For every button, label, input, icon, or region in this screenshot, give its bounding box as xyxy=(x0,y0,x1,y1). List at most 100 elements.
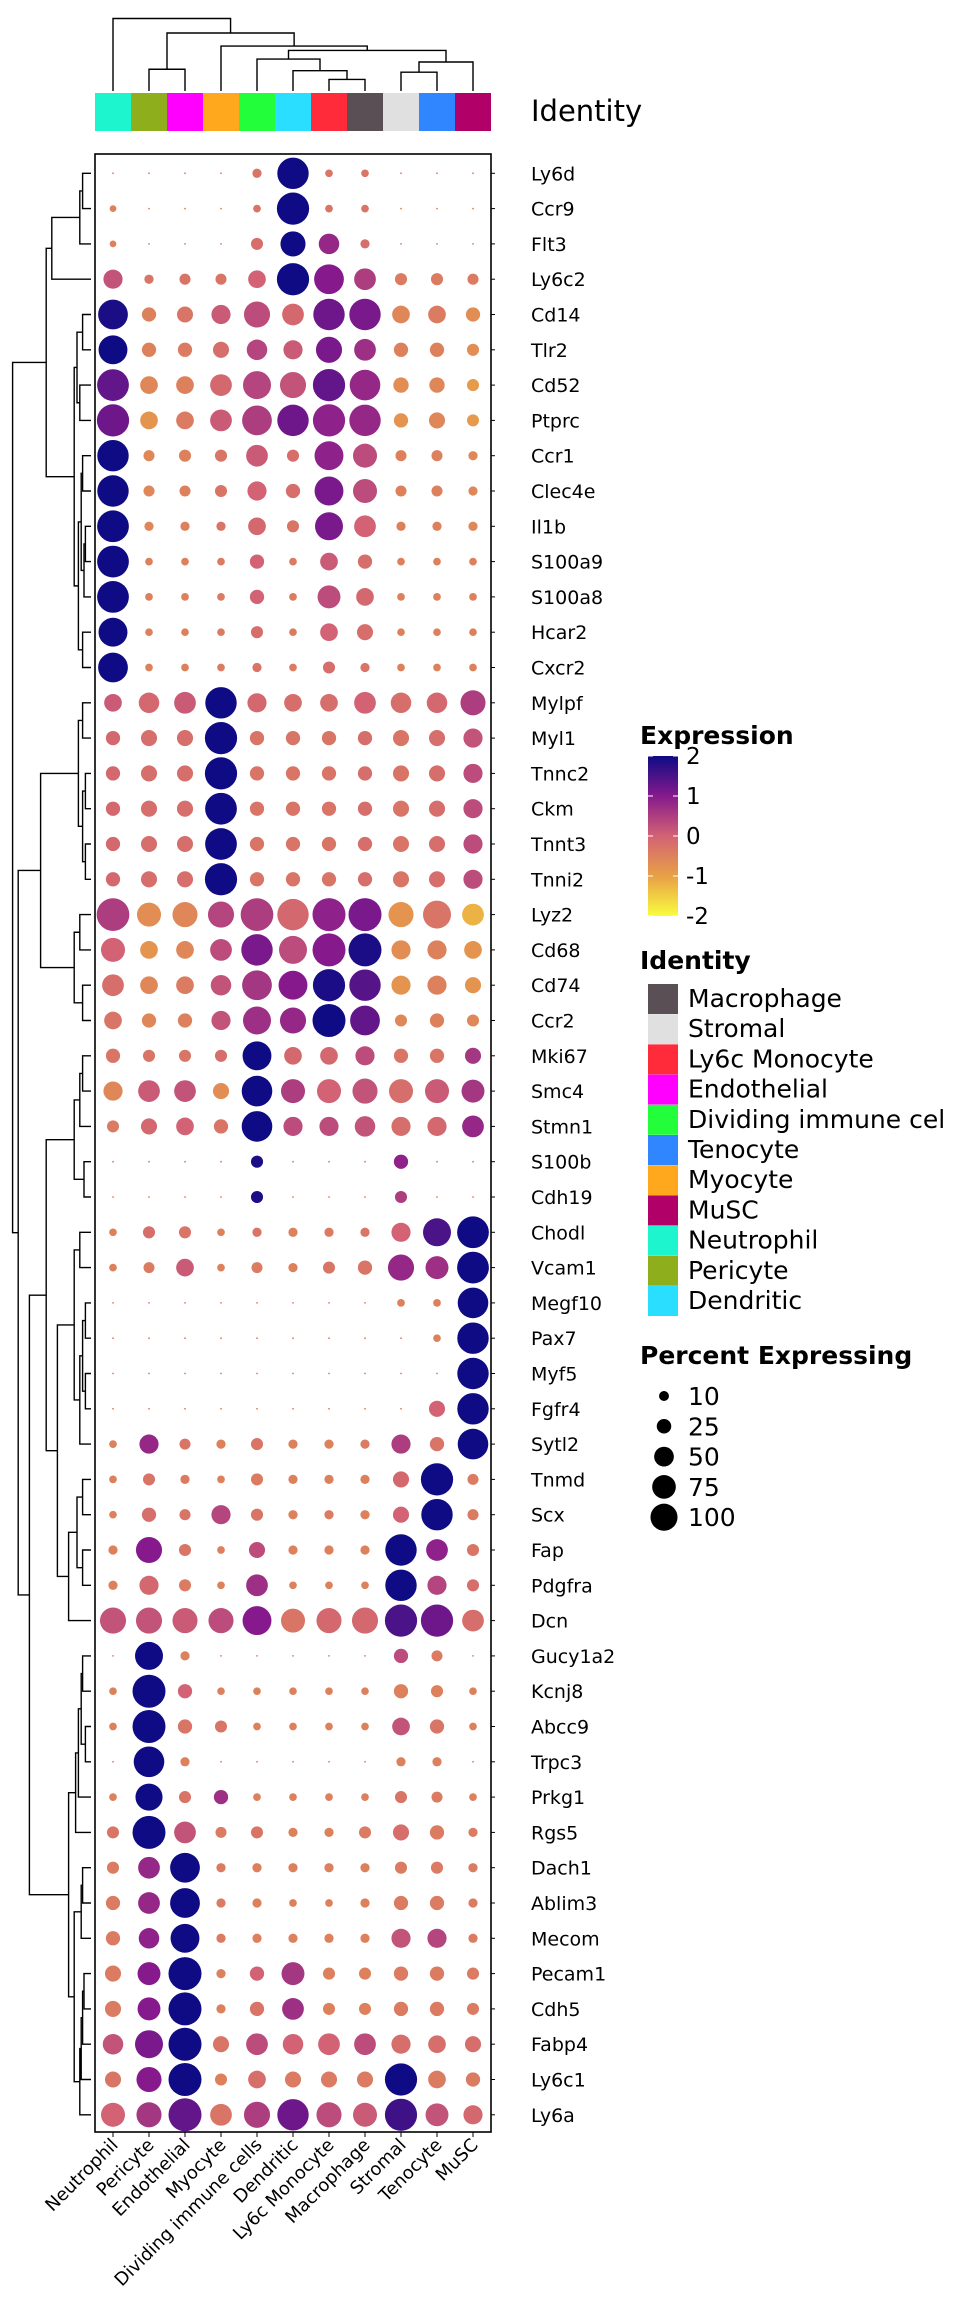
dot-stmn1-macrophage xyxy=(354,1116,376,1137)
dot-lyz2-dividing-immune-cells xyxy=(240,898,274,931)
dot-myl1-tenocyte xyxy=(428,730,446,747)
dendrogram-branch xyxy=(28,1294,69,1896)
dot-vcam1-stromal xyxy=(387,1254,415,1281)
dot-fap-tenocyte xyxy=(426,1539,448,1561)
dot-hcar2-tenocyte xyxy=(433,628,441,637)
dot-pax7-tenocyte xyxy=(433,1334,441,1343)
dot-dcn-endothelial xyxy=(172,1608,198,1634)
dot-vcam1-dividing-immune-cells xyxy=(251,1262,263,1274)
dot-tnmd-musc xyxy=(467,1473,479,1485)
dot-megf10-ly6c-monocyte xyxy=(328,1302,330,1304)
dot-s100a9-endothelial xyxy=(181,557,189,566)
dot-pax7-ly6c-monocyte xyxy=(328,1337,330,1340)
dot-pdgfra-ly6c-monocyte xyxy=(325,1581,333,1590)
dot-ly6a-dividing-immune-cells xyxy=(243,2101,271,2128)
dot-vcam1-ly6c-monocyte xyxy=(322,1261,336,1274)
dot-ptprc-stromal xyxy=(393,413,409,428)
dot-dcn-dividing-immune-cells xyxy=(242,1606,272,1636)
dot-cd74-dendritic xyxy=(278,970,308,1000)
dot-sytl2-endothelial xyxy=(179,1438,191,1450)
dot-fabp4-myocyte xyxy=(212,2036,230,2053)
dot-sytl2-dendritic xyxy=(288,1439,298,1449)
dot-s100a9-dividing-immune-cells xyxy=(249,554,265,569)
dot-trpc3-dendritic xyxy=(292,1760,294,1763)
dot-mecom-endothelial xyxy=(170,1923,200,1953)
gene-label: Cd52 xyxy=(531,375,581,397)
gene-label: Trpc3 xyxy=(530,1752,582,1774)
dot-kcnj8-ly6c-monocyte xyxy=(325,1687,333,1696)
dot-s100b-macrophage xyxy=(364,1160,366,1163)
dot-sytl2-tenocyte xyxy=(429,1436,445,1452)
dot-clec4e-dividing-immune-cells xyxy=(247,481,267,501)
dot-fabp4-endothelial xyxy=(168,2027,202,2061)
dot-vcam1-tenocyte xyxy=(425,1256,449,1280)
dot-ly6c2-ly6c-monocyte xyxy=(314,264,344,295)
dot-ccr1-myocyte xyxy=(214,449,228,462)
dot-pecam1-endothelial xyxy=(168,1957,202,1991)
gene-label: Mki67 xyxy=(531,1046,588,1068)
dot-vcam1-neutrophil xyxy=(109,1263,117,1272)
dot-abcc9-myocyte xyxy=(214,1720,228,1733)
dot-ccr1-dendritic xyxy=(286,449,300,462)
dot-s100a8-endothelial xyxy=(181,593,189,601)
dot-mki67-musc xyxy=(464,1047,482,1064)
gene-label: Cdh19 xyxy=(531,1187,593,1209)
dot-clec4e-neutrophil xyxy=(97,475,129,507)
dot-cd74-musc xyxy=(464,977,482,994)
row-dendrogram xyxy=(11,172,91,2116)
dot-matrix xyxy=(96,157,489,2132)
dot-megf10-dendritic xyxy=(292,1302,294,1304)
dot-cd68-dividing-immune-cells xyxy=(241,934,273,966)
dot-cdh19-musc xyxy=(472,1196,474,1198)
dot-ly6c2-musc xyxy=(467,273,479,285)
dot-cd52-neutrophil xyxy=(97,369,129,401)
dot-cd68-myocyte xyxy=(210,939,232,961)
dot-fgfr4-stromal xyxy=(400,1407,402,1410)
dot-tlr2-myocyte xyxy=(212,341,230,358)
dot-fgfr4-endothelial xyxy=(184,1407,186,1410)
dot-cd52-musc xyxy=(466,379,480,392)
dot-fap-pericyte xyxy=(135,1536,163,1564)
dot-ly6c2-dendritic xyxy=(276,263,310,296)
dot-mki67-macrophage xyxy=(355,1046,375,1066)
dot-cxcr2-pericyte xyxy=(145,663,153,672)
dot-sytl2-musc xyxy=(457,1428,489,1460)
dot-il1b-ly6c-monocyte xyxy=(314,512,344,541)
dot-s100b-tenocyte xyxy=(436,1160,438,1163)
dot-s100b-musc xyxy=(472,1160,474,1163)
gene-label: Myf5 xyxy=(531,1364,577,1386)
dot-trpc3-pericyte xyxy=(133,1746,165,1778)
dot-dcn-macrophage xyxy=(351,1607,379,1634)
dot-pecam1-myocyte xyxy=(216,1968,226,1979)
dot-ccr2-ly6c-monocyte xyxy=(312,1004,346,1037)
identity-cell xyxy=(311,93,347,131)
dendrogram-branch xyxy=(79,913,91,951)
dot-abcc9-dendritic xyxy=(289,1722,297,1731)
gene-label: Rgs5 xyxy=(531,1822,578,1844)
dot-ablim3-macrophage xyxy=(360,1898,370,1908)
dot-s100b-dendritic xyxy=(292,1160,294,1163)
dot-ccr2-myocyte xyxy=(211,1010,231,1031)
dot-cd52-dividing-immune-cells xyxy=(242,371,272,400)
dot-chodl-macrophage xyxy=(360,1227,370,1237)
dot-myl1-musc xyxy=(463,728,483,748)
dendrogram-branch xyxy=(148,68,186,91)
dot-fap-neutrophil xyxy=(108,1545,118,1555)
gene-label: Pdgfra xyxy=(531,1575,593,1597)
dendrogram-branch xyxy=(84,1372,91,1410)
dot-il1b-myocyte xyxy=(216,521,226,531)
dendrogram-branch xyxy=(51,216,91,280)
dot-tnnt3-neutrophil xyxy=(105,836,121,852)
dendrogram-branch xyxy=(220,45,368,91)
dot-clec4e-stromal xyxy=(395,485,407,497)
identity-annotation-bar xyxy=(95,93,491,131)
dot-cxcr2-dendritic xyxy=(289,663,297,672)
dot-sytl2-macrophage xyxy=(360,1439,370,1449)
identity-legend-label: Macrophage xyxy=(688,984,842,1013)
dot-hcar2-ly6c-monocyte xyxy=(320,623,338,642)
dot-ccr9-ly6c-monocyte xyxy=(325,204,333,213)
dot-stmn1-endothelial xyxy=(176,1117,194,1136)
dot-stmn1-pericyte xyxy=(140,1118,158,1135)
dot-s100a9-macrophage xyxy=(357,554,373,569)
dot-cd52-dendritic xyxy=(279,372,307,399)
